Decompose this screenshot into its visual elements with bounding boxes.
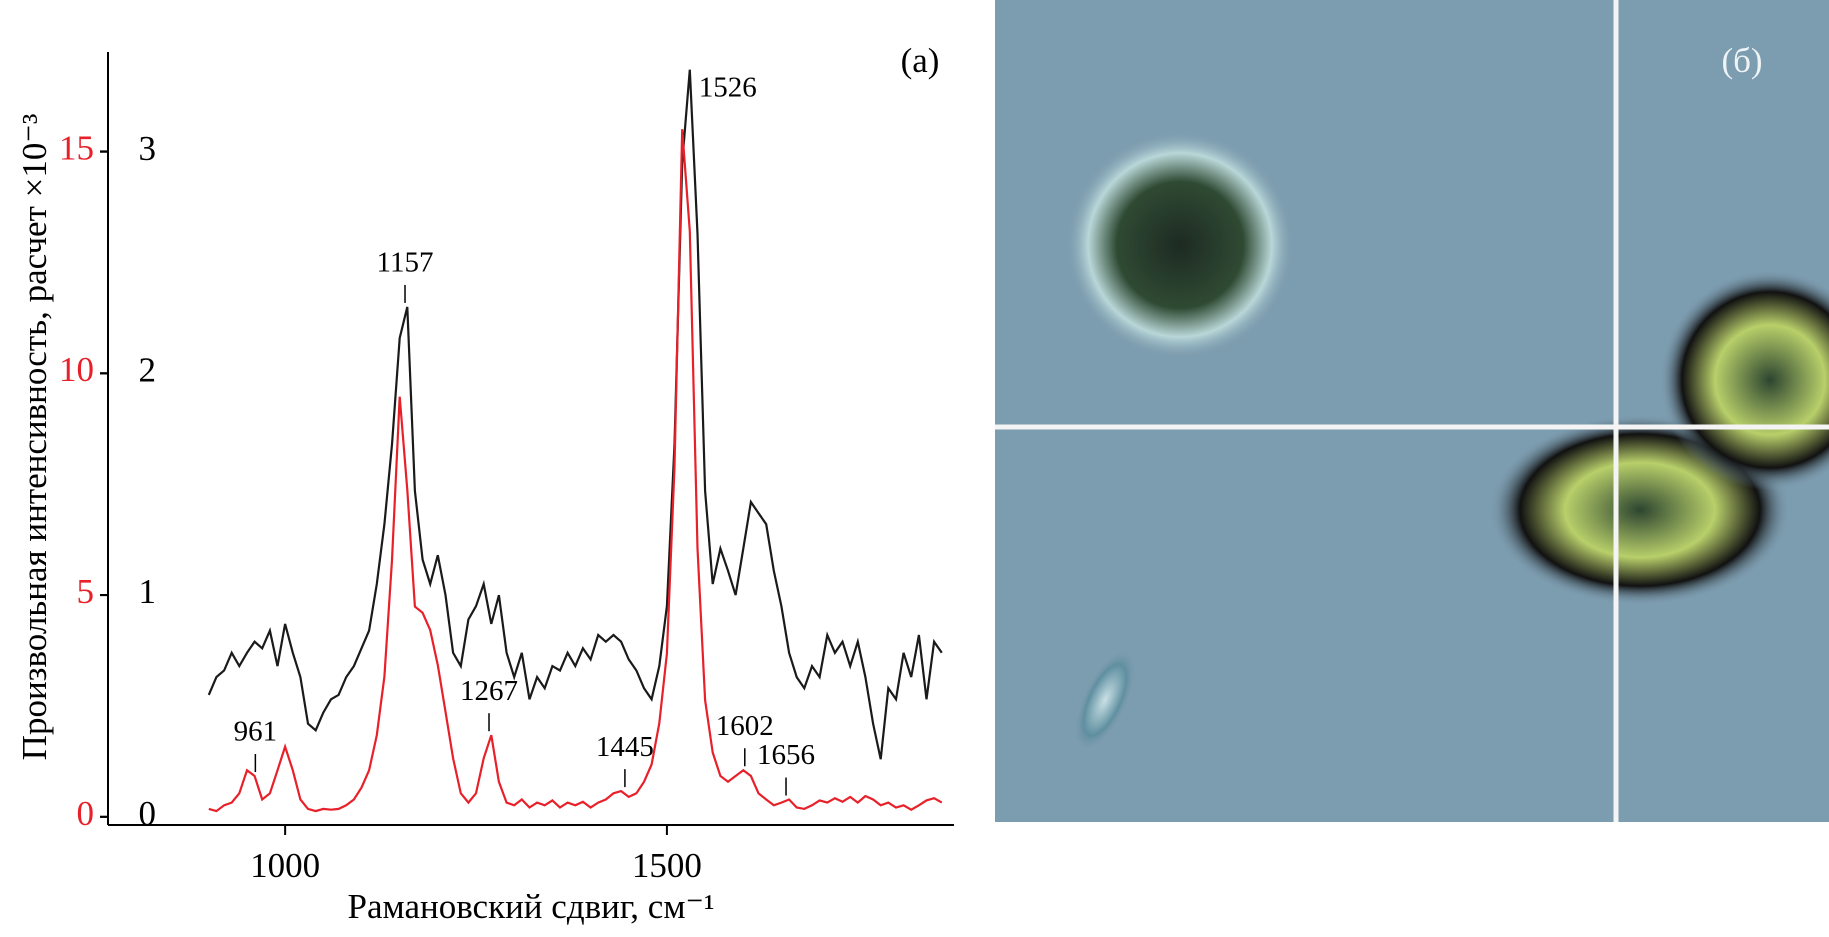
y2-tick-label: 10: [59, 350, 94, 389]
panel-label: (a): [901, 41, 940, 80]
peak-label: 1656: [757, 739, 815, 771]
plot: (a) Рамановский сдвиг, см⁻¹ Произвольная…: [15, 41, 954, 926]
peak-label: 1157: [377, 247, 434, 279]
micrograph: (б): [995, 0, 1829, 822]
peak-label: 1602: [716, 710, 774, 742]
y-axis-label: Произвольная интенсивность, расчет ×10⁻³: [15, 114, 54, 761]
y-tick-label: 3: [139, 129, 157, 168]
panel-label: (б): [1721, 41, 1762, 80]
cell: [1660, 270, 1829, 490]
peak-label: 1267: [460, 675, 518, 707]
y-tick-label: 2: [139, 350, 157, 389]
y2-tick-label: 15: [59, 128, 94, 167]
y-tick-label: 0: [139, 794, 157, 833]
peak-label: 961: [234, 716, 278, 748]
y2-tick-label: 5: [77, 572, 95, 611]
x-tick-label: 1500: [632, 846, 702, 885]
cell: [1074, 649, 1136, 751]
spectrum-line: [207, 69, 943, 760]
x-axis-label: Рамановский сдвиг, см⁻¹: [348, 887, 715, 926]
peak-label: 1526: [699, 71, 757, 103]
y2-tick-label: 0: [77, 794, 95, 833]
x-tick-label: 1000: [250, 846, 320, 885]
y-tick-label: 1: [139, 572, 157, 611]
peak-label: 1445: [596, 731, 654, 763]
cell: [1065, 130, 1295, 360]
spectrum-line: [208, 129, 943, 813]
